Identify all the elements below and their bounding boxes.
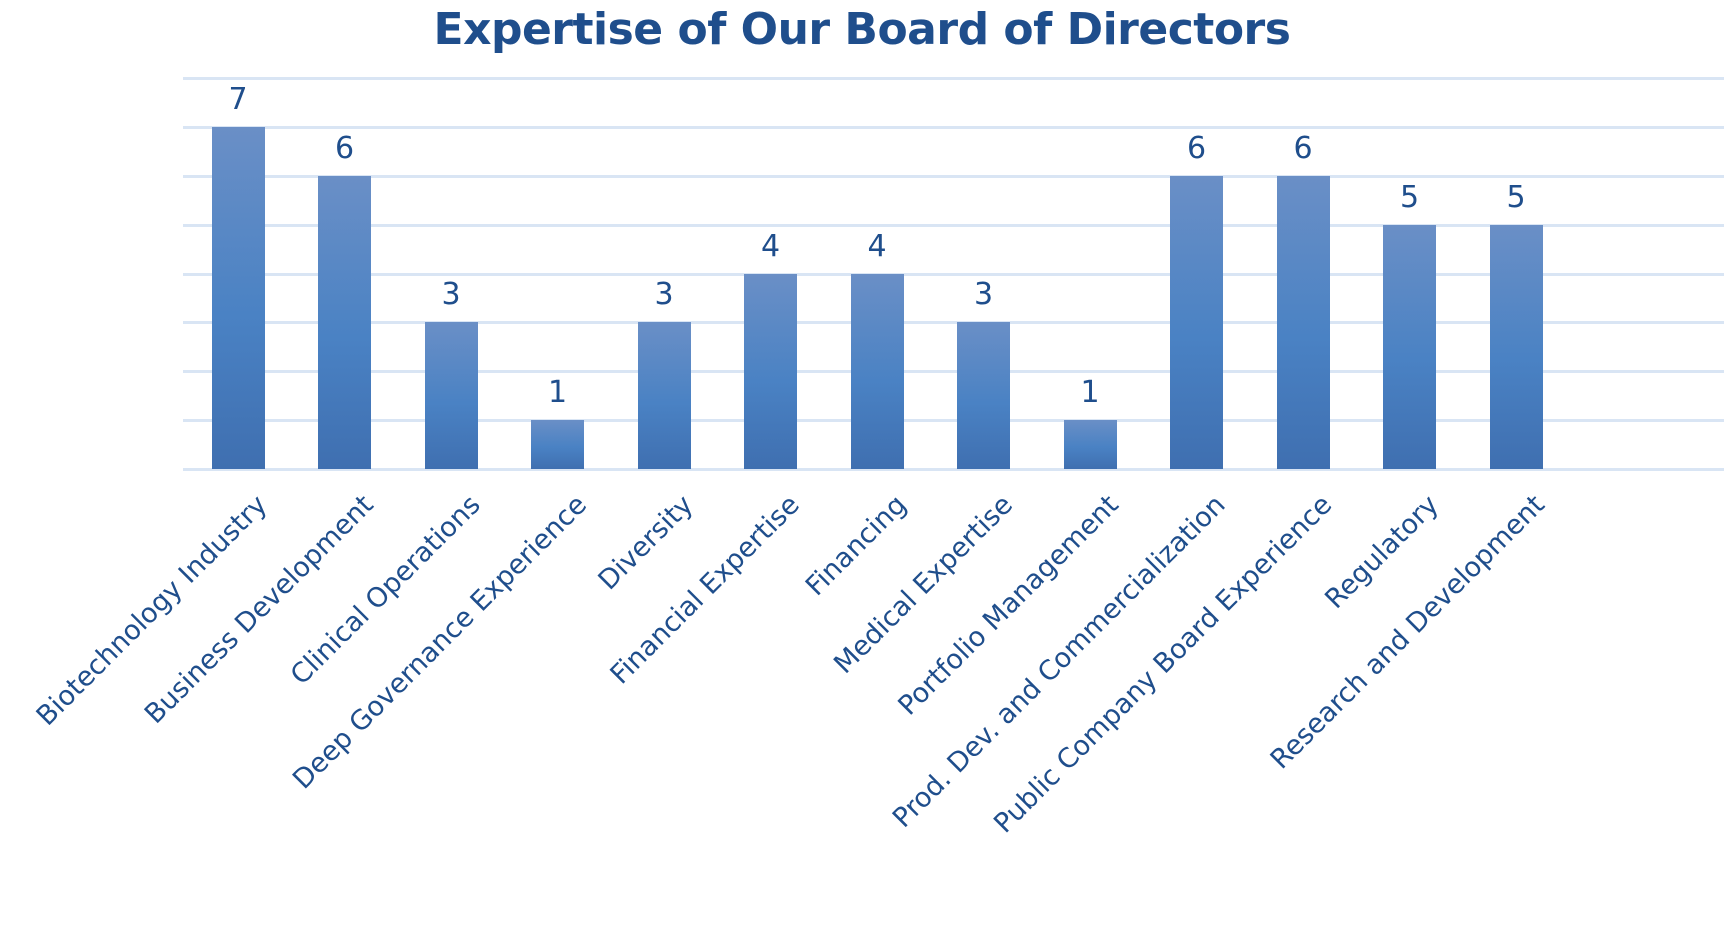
bar (850, 273, 904, 469)
x-axis-category-label: Financing (799, 489, 913, 603)
gridline (183, 174, 1724, 178)
bar (1170, 175, 1223, 469)
bar (211, 126, 265, 469)
x-axis-category-label: Financial Expertise (604, 489, 806, 691)
gridline (183, 77, 1724, 80)
gridline (183, 272, 1724, 276)
bar (1489, 224, 1543, 469)
bar-value-label: 3 (973, 277, 994, 313)
bar (744, 273, 797, 469)
x-axis-category-label: Diversity (592, 489, 700, 597)
bar (957, 322, 1010, 469)
bar-value-label: 4 (760, 228, 781, 264)
bar-value-label: 7 (228, 81, 248, 117)
bar (1276, 175, 1330, 469)
x-axis-category-label: Clinical Operations (284, 489, 487, 692)
bar-value-label: 1 (547, 375, 568, 411)
gridline (183, 223, 1724, 227)
x-axis-category-label: Portfolio Management (892, 489, 1126, 722)
gridline (183, 321, 1724, 325)
bar-value-label: 6 (1186, 130, 1207, 166)
bar-value-label: 5 (1506, 179, 1526, 215)
x-axis-baseline (183, 468, 1724, 471)
bar (1063, 420, 1117, 469)
plot-area: 7 6 3 1 3 4 4 3 1 6 6 5 5 (183, 77, 1724, 471)
bar (531, 420, 584, 469)
gridline (183, 419, 1724, 423)
chart-title: Expertise of Our Board of Directors (433, 4, 1291, 55)
bar-value-label: 5 (1399, 179, 1420, 215)
bar (1383, 224, 1436, 469)
gridline (183, 370, 1724, 374)
bar-value-label: 1 (1080, 375, 1100, 411)
bar (424, 322, 478, 469)
bar (318, 175, 371, 469)
x-axis-category-label: Medical Expertise (828, 489, 1019, 680)
bar-value-label: 3 (441, 277, 461, 313)
bar-value-label: 4 (867, 228, 887, 264)
bar-value-label: 6 (334, 130, 355, 166)
bar (637, 322, 691, 469)
bar-value-label: 3 (654, 277, 674, 313)
gridline (183, 125, 1724, 129)
bar-value-label: 6 (1293, 130, 1313, 166)
